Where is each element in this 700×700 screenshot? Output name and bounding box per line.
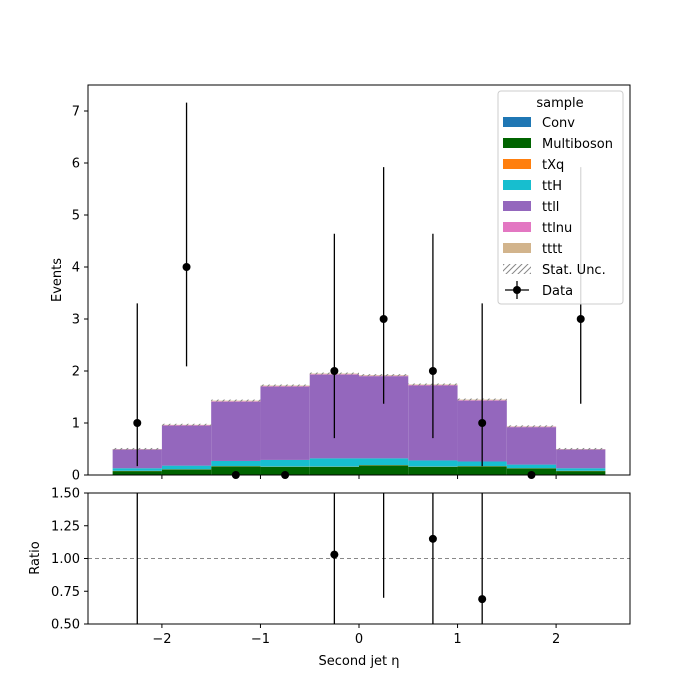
bar-tth-bin-0 xyxy=(112,468,162,471)
legend-label-stat-unc: Stat. Unc. xyxy=(542,263,606,278)
legend-swatch-tttt xyxy=(503,243,531,253)
data-point-9 xyxy=(576,315,585,323)
bar-ttll-bin-3 xyxy=(260,386,310,460)
main-ytick-label-2: 2 xyxy=(72,365,80,380)
bar-multiboson-bin-0 xyxy=(112,471,162,475)
ratio-ytick-label-2: 1.00 xyxy=(51,552,80,567)
bar-multiboson-bin-5 xyxy=(359,465,409,475)
data-point-1 xyxy=(182,263,191,271)
legend-swatch-ttll xyxy=(503,201,531,211)
bar-tth-bin-6 xyxy=(408,460,458,467)
legend-label-tth: ttH xyxy=(542,179,562,194)
bar-tth-bin-5 xyxy=(359,458,409,466)
bar-ttll-bin-2 xyxy=(211,401,261,461)
xtick-label-4: 2 xyxy=(552,632,560,647)
ratio-ytick-label-4: 1.50 xyxy=(51,487,80,502)
xtick-label-3: 1 xyxy=(453,632,461,647)
legend-swatch-txq xyxy=(503,159,531,169)
main-ytick-label-1: 1 xyxy=(72,417,80,432)
xtick-label-0: −2 xyxy=(152,632,171,647)
legend-swatch-stat-unc xyxy=(503,264,531,274)
bar-multiboson-bin-2 xyxy=(211,466,261,475)
ratio-point-1 xyxy=(330,550,339,559)
main-ytick-label-4: 4 xyxy=(72,261,80,276)
main-ytick-label-5: 5 xyxy=(72,209,80,224)
ratio-point-4 xyxy=(478,595,487,604)
legend-label-conv: Conv xyxy=(542,116,575,131)
ratio-panel: 0.50 0.75 1.00 1.25 1.50 −2 −1 0 1 2 Ratio Secon… xyxy=(28,487,631,669)
legend: sample Conv Multiboson tXq ttH ttll ttlnu tttt… xyxy=(497,90,624,305)
data-point-5 xyxy=(379,315,388,323)
xtick-label-1: −1 xyxy=(251,632,270,647)
legend-label-ttll: ttll xyxy=(542,200,559,215)
legend-data-marker xyxy=(513,286,521,294)
bar-tth-bin-1 xyxy=(161,465,212,470)
bar-multiboson-bin-1 xyxy=(161,469,212,475)
bar-tth-bin-9 xyxy=(556,468,606,471)
bar-multiboson-bin-9 xyxy=(556,471,606,475)
ratio-ytick-label-3: 1.25 xyxy=(51,519,80,534)
x-axis-label: Second jet η xyxy=(318,654,399,669)
main-ytick-label-0: 0 xyxy=(72,469,80,484)
legend-label-multiboson: Multiboson xyxy=(542,137,613,152)
legend-label-ttlnu: ttlnu xyxy=(542,221,572,236)
y-axis-label-ratio: Ratio xyxy=(28,541,43,574)
bar-tth-bin-4 xyxy=(309,458,359,467)
ratio-ytick-label-1: 0.75 xyxy=(51,585,80,600)
bar-multiboson-bin-7 xyxy=(457,466,507,475)
bar-ttll-bin-8 xyxy=(506,427,557,465)
data-point-6 xyxy=(428,367,437,375)
stat-unc-bin-3 xyxy=(260,384,310,387)
ratio-ytick-label-0: 0.50 xyxy=(51,618,80,633)
legend-label-tttt: tttt xyxy=(542,242,562,257)
ratio-point-3 xyxy=(428,534,437,543)
legend-swatch-ttlnu xyxy=(503,222,531,232)
legend-label-data: Data xyxy=(542,284,573,299)
bar-tth-bin-3 xyxy=(260,459,310,467)
bar-multiboson-bin-4 xyxy=(309,466,359,475)
main-panel: 0 1 2 3 4 5 6 7 Events xyxy=(50,84,631,484)
y-axis-label-events: Events xyxy=(50,258,65,302)
bar-multiboson-bin-3 xyxy=(260,466,310,475)
stat-unc-bin-1 xyxy=(161,423,212,426)
legend-label-txq: tXq xyxy=(542,158,564,173)
stat-unc-bin-8 xyxy=(506,425,557,428)
xtick-label-2: 0 xyxy=(355,632,363,647)
data-point-0 xyxy=(133,419,142,427)
main-ytick-label-6: 6 xyxy=(72,157,80,172)
legend-swatch-multiboson xyxy=(503,138,531,148)
legend-swatch-conv xyxy=(503,117,531,127)
legend-swatch-tth xyxy=(503,180,531,190)
data-point-4 xyxy=(330,367,339,375)
bar-ttll-bin-1 xyxy=(161,425,212,466)
ratio-plot-frame xyxy=(87,492,631,625)
bar-tth-bin-8 xyxy=(506,464,557,469)
stat-unc-bin-9 xyxy=(556,447,606,451)
legend-title: sample xyxy=(536,96,583,111)
stat-unc-bin-2 xyxy=(211,399,261,402)
main-ytick-label-3: 3 xyxy=(72,313,80,328)
main-ytick-label-7: 7 xyxy=(72,105,80,120)
data-point-7 xyxy=(478,419,487,427)
bar-tth-bin-2 xyxy=(211,460,261,467)
bar-ttll-bin-9 xyxy=(556,449,606,469)
bar-multiboson-bin-6 xyxy=(408,466,458,475)
